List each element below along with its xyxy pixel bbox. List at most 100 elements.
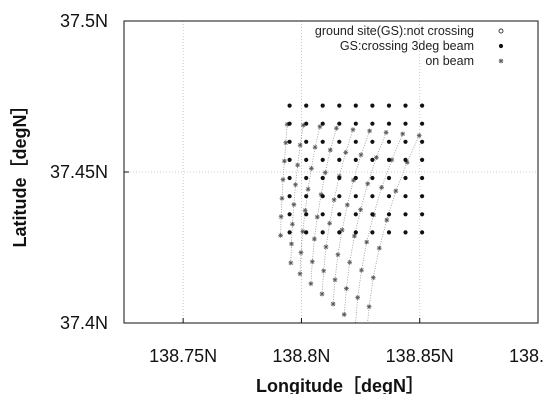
on-beam-point — [278, 214, 284, 220]
ground-site-point — [386, 139, 392, 144]
ground-site-point — [337, 212, 342, 217]
x-tick-label: 138.75N — [149, 346, 217, 366]
beam-track-line — [290, 125, 304, 263]
on-beam-point — [283, 140, 289, 146]
on-beam-point — [365, 181, 371, 187]
ground-site-point — [320, 139, 325, 144]
on-beam-point — [302, 207, 308, 213]
on-beam-point — [305, 186, 311, 192]
ground-site-point — [420, 175, 425, 181]
ground-site-point — [337, 157, 342, 162]
on-beam-point — [278, 232, 284, 238]
ground-site-point — [420, 212, 425, 217]
ground-site-point — [353, 157, 358, 162]
on-beam-point — [370, 275, 376, 281]
beam-track-line — [332, 130, 370, 305]
ground-site-point — [287, 139, 292, 144]
on-beam-point — [308, 165, 314, 171]
on-beam-point — [293, 182, 298, 188]
ground-site-point — [353, 103, 358, 108]
ground-site-point — [370, 157, 375, 162]
on-beam-point — [311, 236, 317, 242]
on-beam-point — [341, 312, 347, 317]
ground-site-point — [353, 175, 358, 181]
on-beam-point — [416, 133, 422, 138]
legend-filled-circle-marker — [498, 43, 504, 49]
grid — [124, 21, 538, 323]
x-axis-label: Longitude［degN］ — [256, 375, 424, 394]
on-beam-point — [351, 233, 357, 239]
ground-site-point — [403, 175, 408, 181]
ground-site-point — [403, 230, 408, 235]
ground-site-point — [320, 175, 325, 181]
on-beam-point — [295, 162, 301, 168]
on-beam-point — [364, 332, 369, 337]
ground-site-point — [370, 175, 375, 181]
ground-site-point — [370, 230, 375, 235]
on-beam-point — [291, 202, 297, 208]
on-beam-point — [327, 220, 333, 226]
on-beam-point — [289, 241, 294, 247]
on-beam-point — [383, 129, 389, 135]
on-beam-point — [358, 207, 364, 213]
ground-site-point — [287, 121, 292, 126]
ground-site-point — [304, 103, 309, 108]
data-markers — [278, 103, 425, 337]
ground-site-point — [287, 212, 292, 217]
on-beam-point — [297, 142, 303, 148]
ground-site-point — [337, 175, 342, 181]
ground-site-point — [287, 194, 292, 199]
ground-site-point — [403, 139, 408, 144]
ground-site-point — [386, 157, 392, 162]
on-beam-point — [317, 124, 323, 130]
on-beam-point — [281, 158, 287, 164]
on-beam-point — [393, 188, 399, 194]
x-tick-label: 138.8N — [272, 346, 330, 366]
ground-site-point — [353, 230, 358, 235]
on-beam-point — [279, 195, 285, 201]
ground-site-point — [320, 212, 325, 217]
ground-site-point — [403, 157, 408, 162]
ground-site-point — [304, 194, 309, 199]
ground-site-point — [420, 157, 425, 162]
on-beam-point — [331, 197, 337, 203]
ground-site-point — [304, 230, 309, 235]
ground-site-point — [337, 230, 342, 235]
on-beam-point — [384, 217, 390, 223]
on-beam-point — [319, 291, 325, 297]
on-beam-point — [333, 125, 339, 131]
y-tick-label: 37.5N — [60, 11, 108, 31]
ground-site-point — [370, 103, 375, 108]
ground-site-point — [287, 175, 292, 181]
ground-site-point — [386, 103, 392, 108]
ground-site-point — [386, 121, 392, 126]
ground-site-point — [353, 139, 358, 144]
on-beam-point — [335, 252, 341, 258]
ground-site-point — [304, 212, 309, 217]
legend-star-marker — [498, 58, 504, 64]
on-beam-point — [297, 271, 303, 277]
ground-site-point — [370, 121, 375, 126]
on-beam-point — [298, 250, 304, 256]
axis-ticks: 138.75N 138.8N 138.85N 138.9N 37.4N 37.45N 37.… — [50, 11, 544, 366]
on-beam-point — [359, 267, 364, 273]
ground-site-point — [370, 139, 375, 144]
on-beam-point — [322, 170, 328, 176]
on-beam-point — [280, 177, 286, 183]
ground-site-point — [304, 121, 309, 126]
ground-site-point — [320, 103, 325, 108]
on-beam-point — [332, 277, 338, 283]
ground-site-point — [320, 157, 325, 162]
on-beam-point — [358, 152, 364, 158]
ground-site-point — [403, 121, 408, 126]
ground-site-point — [304, 175, 309, 181]
ground-site-point — [386, 175, 392, 181]
on-beam-point — [367, 128, 373, 134]
on-beam-point — [308, 281, 314, 287]
on-beam-point — [379, 184, 385, 190]
on-beam-point — [321, 268, 327, 274]
on-beam-point — [350, 127, 356, 133]
y-axis-label: Latitude［degN］ — [9, 97, 30, 248]
ground-site-point — [403, 103, 408, 108]
